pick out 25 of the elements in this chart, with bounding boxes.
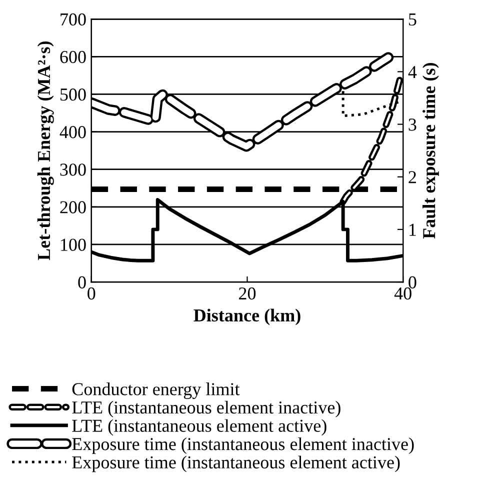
x-axis-title: Distance (km) xyxy=(194,308,300,326)
y2-tick-label: 3 xyxy=(408,118,416,131)
y2-tick-label: 2 xyxy=(408,171,416,184)
y2-tick-label: 1 xyxy=(410,224,416,236)
y-tick-label: 200 xyxy=(60,201,86,214)
legend-label: Exposure time (instantaneous element inactive) xyxy=(72,437,414,454)
y2-tick-label: 4 xyxy=(408,66,417,78)
y-tick-label: 100 xyxy=(61,238,86,251)
y-tick-label: 300 xyxy=(60,164,86,176)
legend-label: Exposure time (instantaneous element active) xyxy=(72,456,400,472)
y-tick-label: 700 xyxy=(60,13,86,26)
x-tick-label: 20 xyxy=(239,287,256,300)
legend-label: LTE (instantaneous element active) xyxy=(72,419,326,436)
x-tick-label: 40 xyxy=(394,287,412,300)
y-axis-title: Let-through Energy (MA²·s) xyxy=(37,41,54,260)
y2-axis-title: Fault exposure time (s) xyxy=(422,63,439,239)
y-tick-label: 0 xyxy=(78,276,86,288)
x-tick-label: 0 xyxy=(88,287,96,300)
legend-label: LTE (instantaneous element inactive) xyxy=(72,400,340,418)
y-tick-label: 400 xyxy=(60,126,86,138)
y2-tick-label: 0 xyxy=(408,276,416,288)
y-tick-label: 600 xyxy=(60,50,86,64)
y2-tick-label: 5 xyxy=(408,14,416,26)
y-tick-label: 500 xyxy=(60,88,86,101)
legend-label: Conductor energy limit xyxy=(72,382,240,399)
